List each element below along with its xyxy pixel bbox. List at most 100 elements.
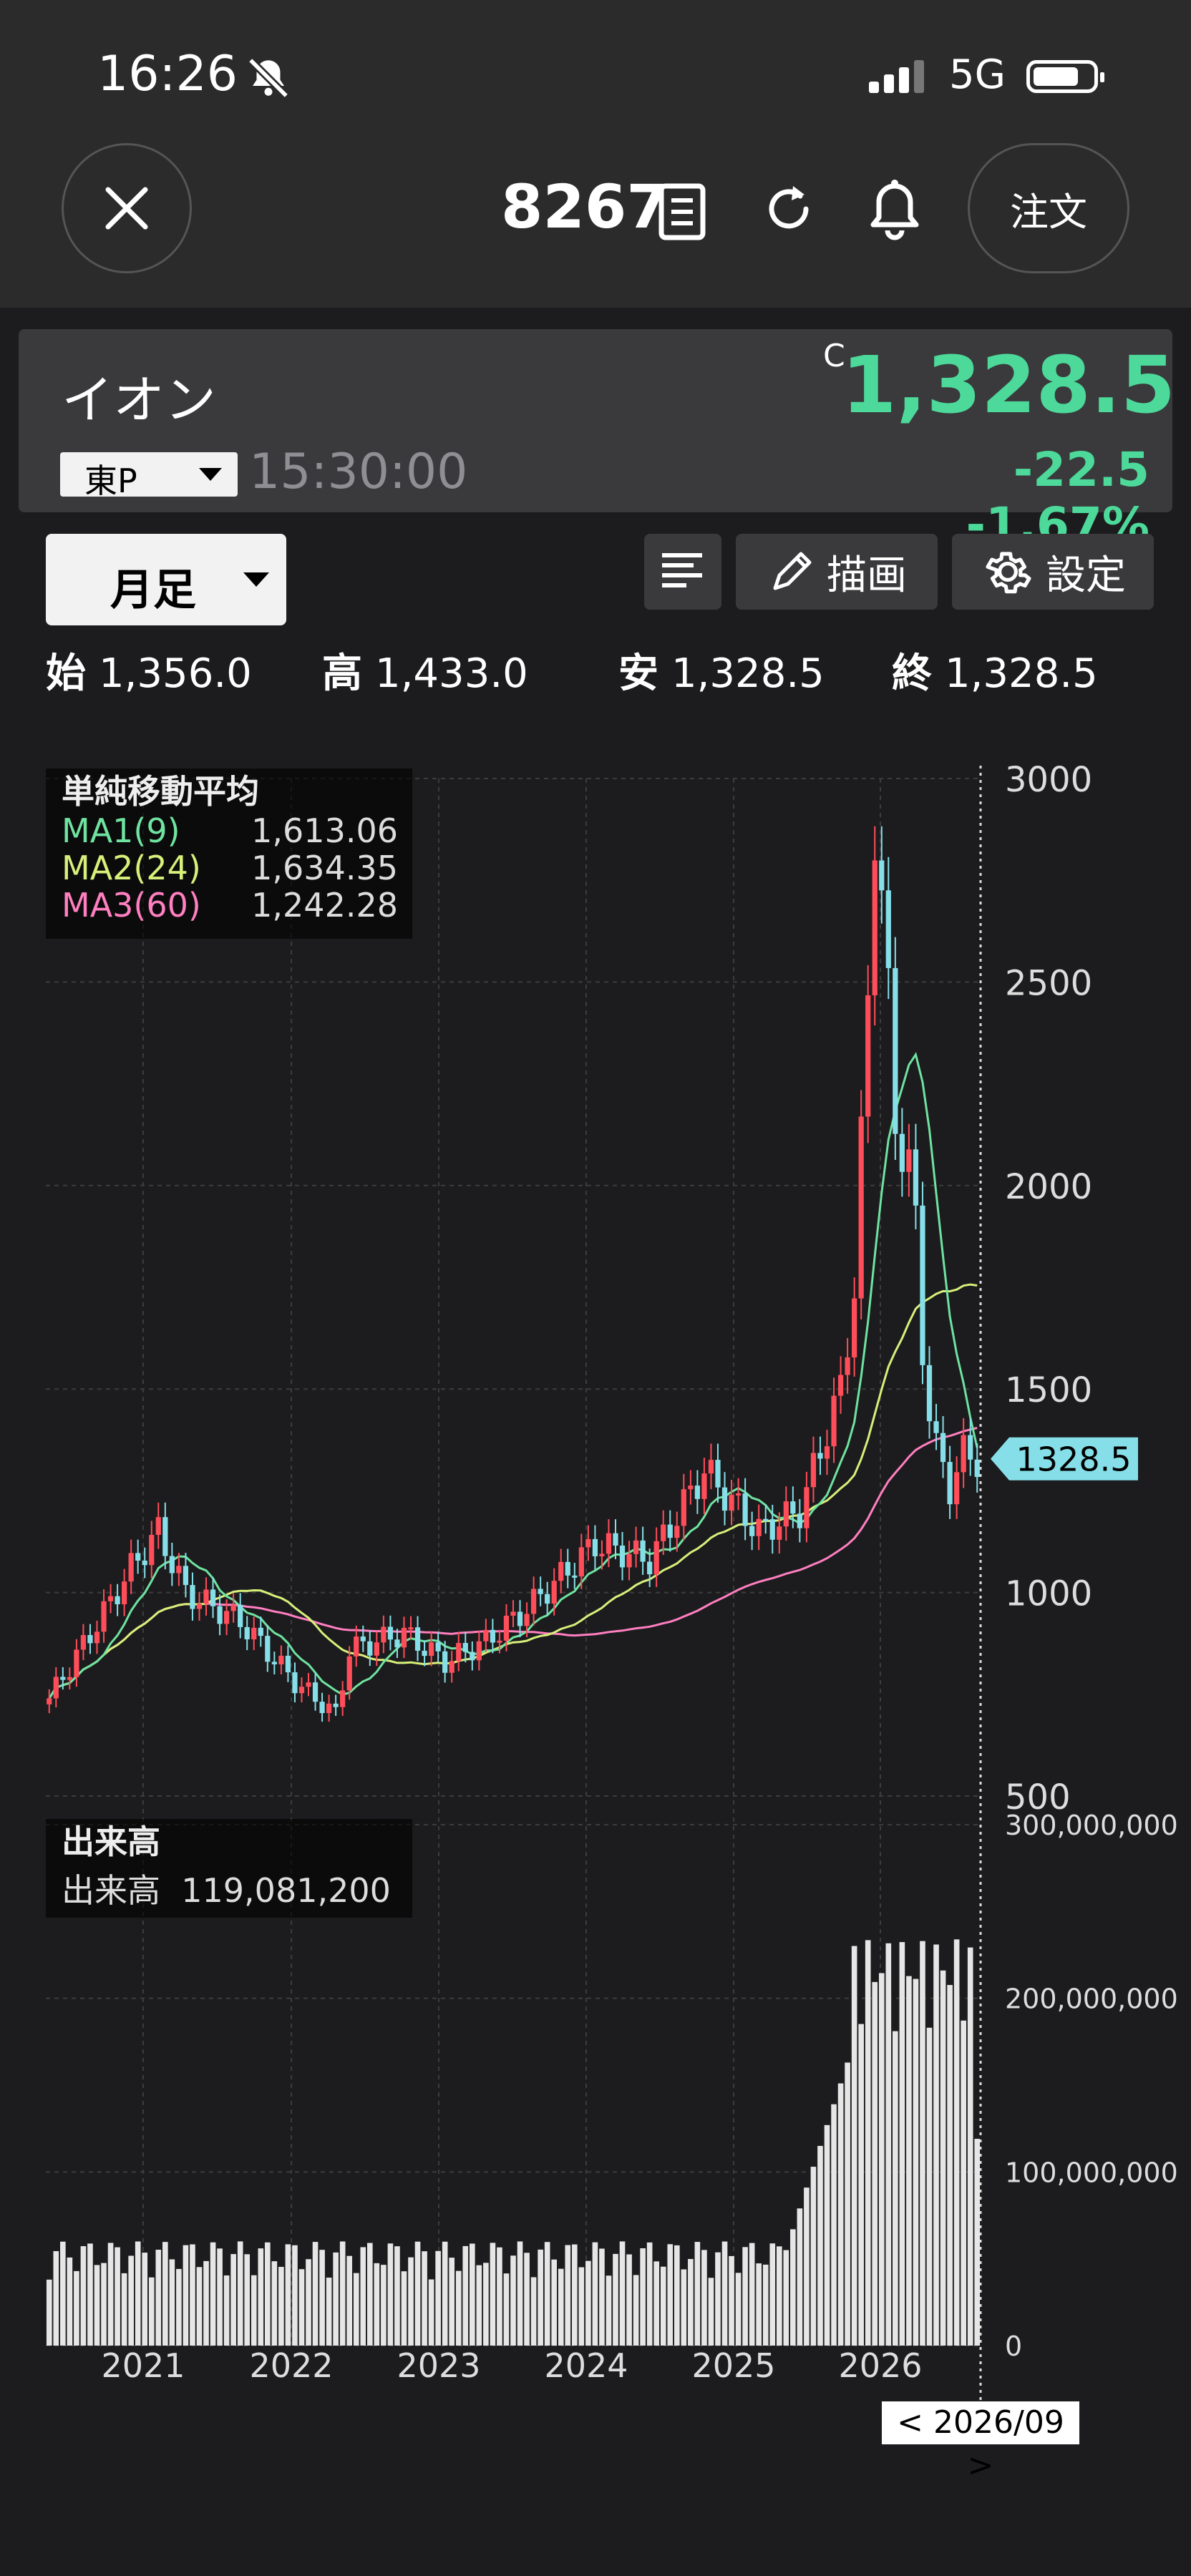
volume-bar <box>667 2244 674 2346</box>
volume-bar <box>571 2244 578 2346</box>
ma1-line <box>48 1052 978 1699</box>
candle <box>107 1596 114 1601</box>
candle <box>517 1611 523 1626</box>
volume-bar <box>783 2250 789 2346</box>
volume-bar <box>94 2265 100 2346</box>
candle <box>879 860 885 891</box>
volume-bar <box>408 2257 414 2346</box>
volume-bar <box>265 2242 271 2346</box>
refresh-icon[interactable] <box>762 180 816 238</box>
volume-bar <box>381 2265 387 2346</box>
volume-bar <box>961 2020 966 2346</box>
candle <box>619 1545 626 1568</box>
volume-bar <box>183 2245 189 2346</box>
candle <box>53 1677 59 1699</box>
volume-bar <box>817 2145 823 2346</box>
volume-bar <box>893 2031 898 2346</box>
candle <box>183 1566 189 1586</box>
candle <box>653 1541 659 1575</box>
candle <box>360 1636 366 1641</box>
draw-button[interactable]: 描画 <box>736 534 938 610</box>
volume-bar <box>469 2243 475 2346</box>
volume-bar <box>101 2263 107 2346</box>
candle <box>449 1661 454 1673</box>
ma1-value: 1,613.06 <box>251 811 398 850</box>
volume-bar <box>797 2208 803 2346</box>
time-tick-label: 2021 <box>101 2346 185 2385</box>
candle <box>858 1116 864 1299</box>
candle <box>367 1641 373 1656</box>
settings-label: 設定 <box>1046 552 1126 599</box>
volume-bar <box>694 2242 701 2346</box>
quote-panel: イオン 東P 15:30:00 C 1,328.5 -22.5 -1.67% <box>19 329 1175 552</box>
volume-bar <box>394 2246 400 2346</box>
volume-bar <box>810 2167 817 2346</box>
candle <box>67 1677 72 1680</box>
order-button[interactable]: 注文 <box>968 143 1129 273</box>
candle <box>442 1651 448 1673</box>
candle <box>326 1703 332 1714</box>
candle <box>94 1631 100 1644</box>
volume-bar <box>851 1946 857 2346</box>
candle <box>865 995 871 1117</box>
candle <box>701 1473 707 1499</box>
candle <box>462 1643 468 1652</box>
volume-bar <box>326 2278 332 2346</box>
volume-bar <box>190 2244 195 2346</box>
candle <box>271 1662 277 1664</box>
volume-bar <box>565 2245 571 2346</box>
candle <box>769 1519 775 1540</box>
volume-bar <box>599 2248 605 2346</box>
volume-bar <box>920 1941 925 2346</box>
candle <box>530 1589 537 1614</box>
candle <box>346 1656 352 1691</box>
candle <box>524 1614 530 1626</box>
candle <box>401 1627 407 1648</box>
candle <box>408 1627 414 1630</box>
volume-bar <box>626 2254 632 2346</box>
candle <box>790 1501 796 1514</box>
candle <box>954 1472 960 1505</box>
candle <box>674 1526 680 1538</box>
open-value: 始 1,356.0 <box>46 650 252 697</box>
candle <box>626 1553 632 1568</box>
volume-bar <box>824 2124 830 2346</box>
volume-bar <box>585 2260 591 2346</box>
candle <box>974 1459 980 1478</box>
volume-bar <box>135 2241 141 2346</box>
volume-bar <box>401 2271 407 2346</box>
current-date-label[interactable]: < 2026/09 > <box>882 2401 1079 2484</box>
volume-bar <box>128 2255 134 2346</box>
volume-bar <box>872 1981 878 2346</box>
settings-button[interactable]: 設定 <box>952 534 1154 610</box>
candle <box>258 1627 263 1636</box>
volume-bar <box>203 2260 209 2346</box>
time-tick-label: 2024 <box>544 2346 628 2385</box>
candle <box>196 1604 203 1609</box>
candle <box>340 1690 346 1707</box>
volume-bar <box>333 2252 339 2346</box>
close-button[interactable] <box>62 143 192 273</box>
volume-bar <box>237 2241 243 2346</box>
list-view-button[interactable] <box>644 534 721 610</box>
volume-bar <box>244 2254 251 2346</box>
volume-tick-label: 0 <box>1005 2331 1022 2362</box>
volume-bar <box>613 2253 618 2346</box>
candle <box>721 1487 728 1511</box>
current-price-tag <box>991 1437 1138 1480</box>
candle <box>497 1640 502 1643</box>
chevron-down-icon <box>199 468 222 481</box>
notification-bell-icon[interactable] <box>867 177 922 242</box>
period-select[interactable]: 月足 <box>46 534 286 625</box>
candle <box>729 1495 734 1511</box>
candle <box>285 1655 291 1673</box>
market-select[interactable]: 東P <box>60 452 238 500</box>
volume-bar <box>503 2273 510 2346</box>
volume-bar <box>278 2266 284 2346</box>
volume-bar <box>530 2277 537 2346</box>
volume-bar <box>155 2249 162 2346</box>
candle <box>592 1538 598 1556</box>
document-icon[interactable] <box>657 183 707 240</box>
close-icon <box>105 187 148 230</box>
